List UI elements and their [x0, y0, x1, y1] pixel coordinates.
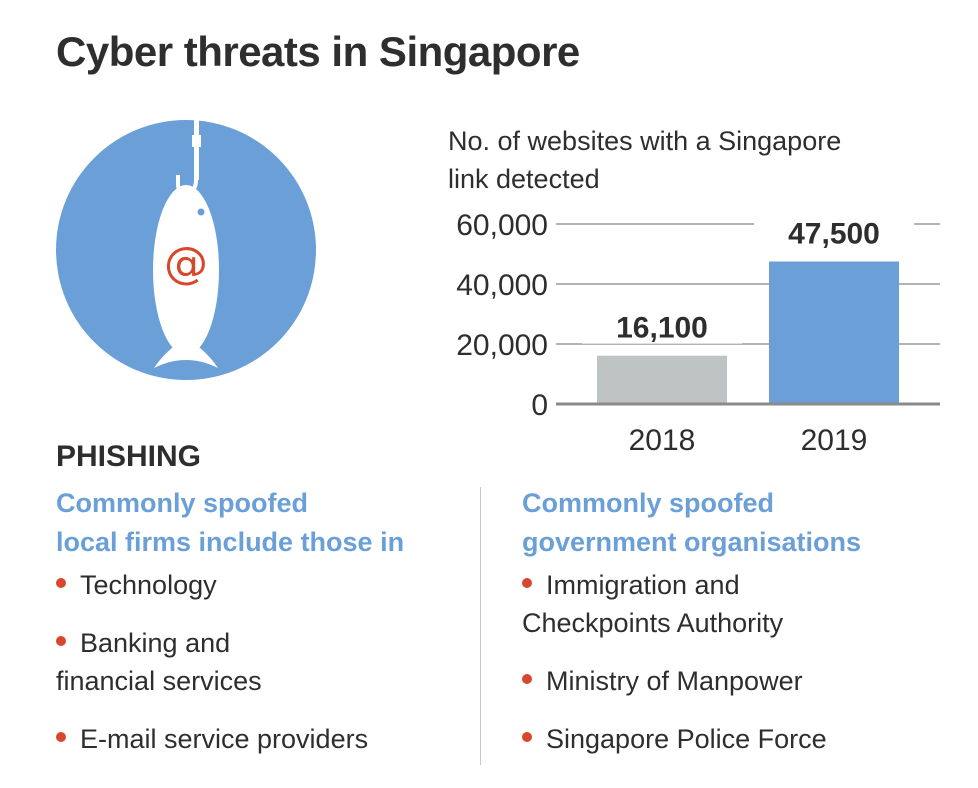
list-item: Banking and financial services [56, 628, 262, 696]
bar-2019 [769, 261, 899, 404]
y-tick-label: 0 [531, 389, 548, 422]
list-item: Immigration and Checkpoints Authority [522, 570, 784, 638]
bar-chart: 0 20,000 40,000 60,000 16,100 2018 47,500 2019 [456, 209, 940, 457]
bar-2018 [597, 355, 727, 404]
x-tick-label: 2019 [801, 424, 868, 457]
local-firms-column: Commonly spoofed local firms include thos… [56, 484, 466, 758]
left-heading-line2: local firms include those in [56, 527, 405, 557]
at-symbol: @ [164, 238, 208, 289]
data-label: 16,100 [616, 312, 708, 345]
bullet-icon [522, 732, 532, 742]
left-heading-line1: Commonly spoofed [56, 488, 309, 518]
bullet-icon [56, 732, 66, 742]
bullet-icon [522, 578, 532, 588]
bullet-icon [522, 674, 532, 684]
list-item: Ministry of Manpower [522, 662, 942, 700]
bullet-icon [56, 578, 66, 588]
x-tick-label: 2018 [629, 424, 696, 457]
y-tick-label: 40,000 [456, 269, 548, 302]
y-tick-label: 60,000 [456, 209, 548, 242]
phishing-fish-hook-icon: @ [56, 120, 316, 380]
list-item: E-mail service providers [56, 720, 466, 758]
right-heading-line1: Commonly spoofed [522, 488, 775, 518]
chart-title: No. of websites with a Singapore link de… [448, 126, 842, 194]
page-title: Cyber threats in Singapore [56, 28, 580, 75]
column-divider [480, 487, 481, 765]
data-label-background [754, 209, 914, 250]
data-label: 47,500 [788, 218, 880, 251]
section-heading: PHISHING [56, 440, 202, 473]
government-orgs-column: Commonly spoofed government organisations… [522, 484, 942, 758]
data-label-background [582, 303, 742, 344]
bullet-icon [56, 636, 66, 646]
y-tick-label: 20,000 [456, 329, 548, 362]
right-heading-line2: government organisations [522, 527, 862, 557]
list-item: Singapore Police Force [522, 720, 942, 758]
list-item: Technology [56, 566, 466, 604]
